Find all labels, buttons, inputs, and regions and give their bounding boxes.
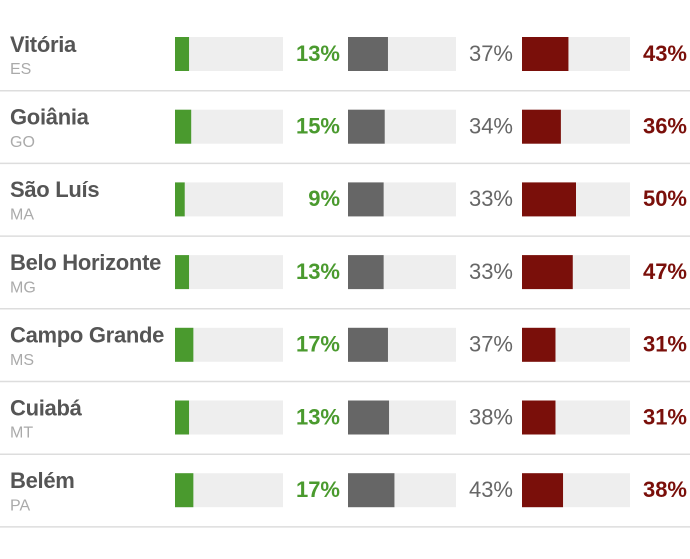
bar <box>348 182 384 217</box>
value-label: 50% <box>643 186 687 211</box>
state: MA <box>10 207 34 224</box>
value-label: 38% <box>643 477 687 502</box>
bar <box>175 182 185 217</box>
bar-track <box>175 255 283 290</box>
bar-track <box>175 182 283 217</box>
bar <box>348 327 388 362</box>
city-name: Campo Grande <box>10 323 164 348</box>
bar <box>175 37 190 71</box>
bar <box>175 473 194 508</box>
bar <box>522 473 564 508</box>
bar <box>175 255 190 290</box>
value-label: 43% <box>643 41 687 66</box>
city-name: Belo Horizonte <box>10 250 161 275</box>
bar <box>175 327 194 362</box>
value-label: 17% <box>296 477 340 502</box>
value-label: 37% <box>469 41 513 66</box>
value-label: 47% <box>643 259 687 284</box>
bar <box>522 327 556 362</box>
city-name: São Luís <box>10 177 99 202</box>
value-label: 36% <box>643 114 687 139</box>
bar <box>175 109 192 144</box>
value-label: 13% <box>296 41 340 66</box>
value-label: 43% <box>469 477 513 502</box>
value-label: 33% <box>469 259 513 284</box>
state: GO <box>10 134 35 151</box>
value-label: 9% <box>308 186 340 211</box>
city-name: Cuiabá <box>10 395 83 420</box>
value-label: 31% <box>643 404 687 429</box>
bar <box>348 255 384 290</box>
state: ES <box>10 61 31 78</box>
state: MS <box>10 352 34 369</box>
bar <box>522 400 556 435</box>
value-label: 31% <box>643 332 687 357</box>
bar <box>348 37 388 71</box>
city-name: Goiânia <box>10 105 90 130</box>
city-name: Belém <box>10 468 75 493</box>
value-label: 17% <box>296 332 340 357</box>
value-label: 13% <box>296 404 340 429</box>
bar <box>348 109 385 144</box>
bar <box>348 473 395 508</box>
value-label: 37% <box>469 332 513 357</box>
bar <box>348 400 390 435</box>
value-label: 13% <box>296 259 340 284</box>
state: MG <box>10 279 36 296</box>
bar-track <box>175 400 283 435</box>
bar-track <box>175 109 283 144</box>
bar <box>522 182 576 217</box>
value-label: 38% <box>469 404 513 429</box>
state: MT <box>10 425 33 442</box>
state: PA <box>10 497 30 514</box>
bar <box>175 400 190 435</box>
value-label: 15% <box>296 114 340 139</box>
bar <box>522 37 569 71</box>
bar-track <box>175 37 283 71</box>
bar <box>522 109 561 144</box>
value-label: 33% <box>469 186 513 211</box>
bar <box>522 255 573 290</box>
city-name: Vitória <box>10 32 77 57</box>
value-label: 34% <box>469 114 513 139</box>
